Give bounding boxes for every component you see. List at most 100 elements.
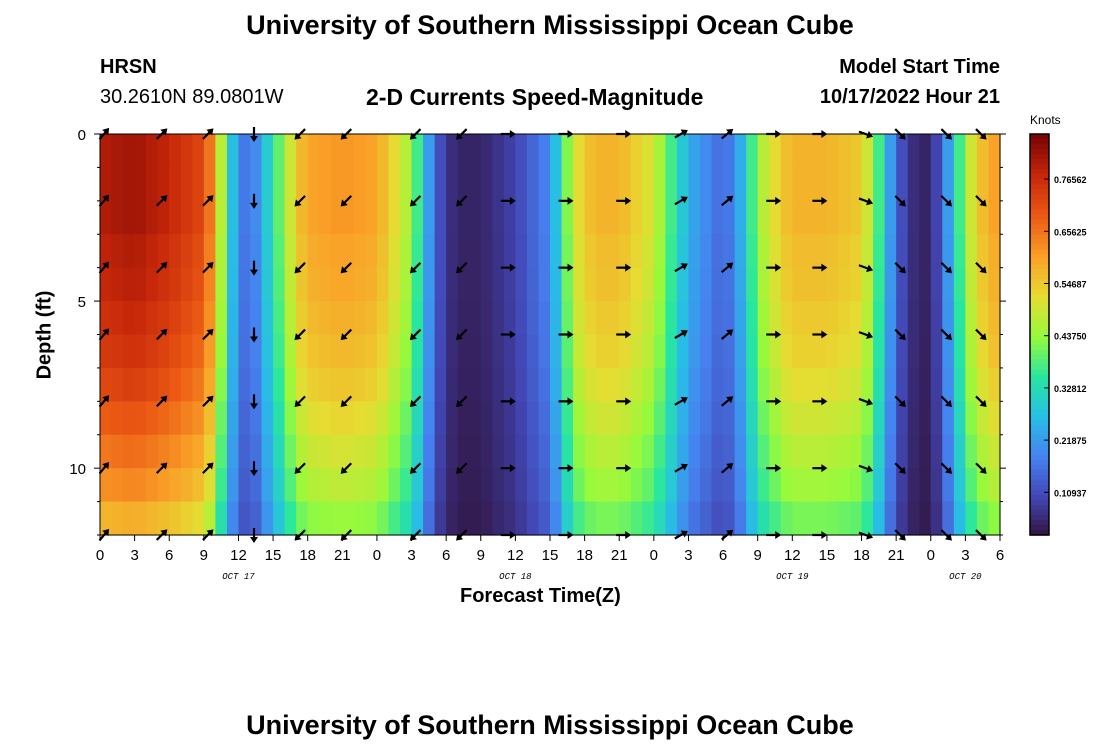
heatmap-cell	[815, 267, 828, 302]
current-arrow	[340, 261, 353, 274]
heatmap-cell	[492, 301, 505, 336]
heatmap-cell	[976, 200, 990, 235]
y-tick-label: 0	[78, 127, 86, 144]
heatmap-cell	[111, 167, 124, 202]
current-arrows	[98, 127, 987, 543]
current-arrow	[500, 263, 516, 272]
heatmap-cell	[550, 134, 563, 169]
heatmap-cell	[826, 267, 840, 302]
current-arrow	[975, 395, 987, 407]
heatmap-cell	[769, 200, 782, 235]
heatmap-cell	[584, 200, 597, 235]
heatmap-cell	[561, 468, 574, 503]
heatmap-cell	[261, 200, 274, 235]
current-arrow	[766, 263, 782, 272]
heatmap-cell	[515, 501, 528, 536]
heatmap-cell	[838, 267, 851, 302]
arrow-head	[898, 266, 906, 274]
current-arrow	[858, 397, 874, 406]
heatmap-cell	[676, 301, 690, 336]
heatmap-cell	[607, 401, 620, 436]
heatmap-cell	[688, 134, 701, 169]
colorbar-tick-label: 0.43750	[1054, 332, 1087, 342]
arrow-head	[160, 328, 168, 336]
heatmap-cell	[123, 501, 136, 536]
heatmap-cell	[607, 234, 620, 269]
heatmap-cell	[250, 200, 263, 235]
current-arrow	[858, 264, 874, 273]
heatmap-cell	[376, 267, 390, 302]
heatmap-cell	[573, 468, 586, 503]
day-label: OCT 17	[222, 572, 255, 582]
arrow-head	[866, 398, 874, 406]
heatmap-cell	[884, 167, 897, 202]
heatmap-cell	[873, 200, 886, 235]
y-tick-label: 10	[69, 461, 86, 478]
heatmap-cell	[930, 468, 943, 503]
heatmap-cell	[746, 367, 759, 402]
heatmap-cell	[434, 267, 447, 302]
heatmap-cell	[919, 234, 932, 269]
arrow-head	[102, 528, 110, 537]
heatmap-cell	[238, 401, 251, 436]
heatmap-cell	[457, 234, 470, 269]
heatmap-cell	[700, 334, 713, 369]
colorbar-segment	[1030, 324, 1049, 331]
heatmap-cell	[711, 334, 724, 369]
heatmap-cell	[423, 434, 436, 469]
heatmap-cell	[584, 334, 597, 369]
heatmap-cell	[884, 301, 897, 336]
heatmap-cell	[723, 367, 736, 402]
heatmap-cell	[100, 167, 113, 202]
heatmap-cell	[353, 334, 366, 369]
current-arrow	[155, 395, 168, 408]
heatmap-cell	[226, 301, 240, 336]
colorbar-segment	[1030, 284, 1049, 290]
heatmap-cell	[446, 367, 459, 402]
heatmap-cell	[365, 434, 378, 469]
heatmap-cell	[826, 301, 840, 336]
heatmap-cell	[353, 301, 366, 336]
heatmap-cell	[561, 401, 574, 436]
arrow-head	[409, 199, 417, 207]
colorbar-segment	[1030, 514, 1049, 521]
heatmap-cell	[469, 367, 482, 402]
heatmap-cell	[342, 401, 355, 436]
heatmap-cell	[953, 334, 966, 369]
heatmap-cell	[180, 401, 193, 436]
heatmap-cell	[365, 267, 378, 302]
heatmap-cell	[700, 167, 713, 202]
heatmap-cell	[446, 334, 459, 369]
heatmap-cell	[907, 267, 920, 302]
heatmap-cell	[769, 468, 782, 503]
colorbar-segment	[1030, 144, 1049, 150]
heatmap-cell	[642, 401, 655, 436]
colorbar-segment	[1030, 409, 1049, 416]
heatmap-cell	[850, 234, 863, 269]
heatmap-cell	[780, 167, 793, 202]
current-arrow	[812, 263, 828, 272]
heatmap-cell	[538, 234, 551, 269]
heatmap-cell	[307, 134, 320, 169]
heatmap-cell	[919, 134, 932, 169]
heatmap-cell	[884, 468, 897, 503]
colorbar-segment	[1030, 194, 1049, 200]
heatmap-cell	[596, 401, 609, 436]
heatmap-cell	[665, 200, 678, 235]
heatmap-cell	[423, 234, 436, 269]
heatmap-cell	[953, 267, 966, 302]
heatmap-cell	[180, 501, 193, 536]
heatmap-cell	[676, 468, 690, 503]
heatmap-cell	[434, 367, 447, 402]
heatmap-cell	[861, 234, 874, 269]
colorbar-segment	[1030, 469, 1049, 476]
heatmap-cell	[711, 301, 724, 336]
current-arrow	[766, 464, 782, 473]
heatmap-cell	[584, 301, 597, 336]
heatmap-cell	[630, 167, 643, 202]
heatmap-cell	[434, 234, 447, 269]
heatmap-cell	[492, 267, 505, 302]
current-arrow	[558, 464, 574, 473]
heatmap-cell	[573, 334, 586, 369]
x-tick-label: 6	[165, 547, 173, 564]
